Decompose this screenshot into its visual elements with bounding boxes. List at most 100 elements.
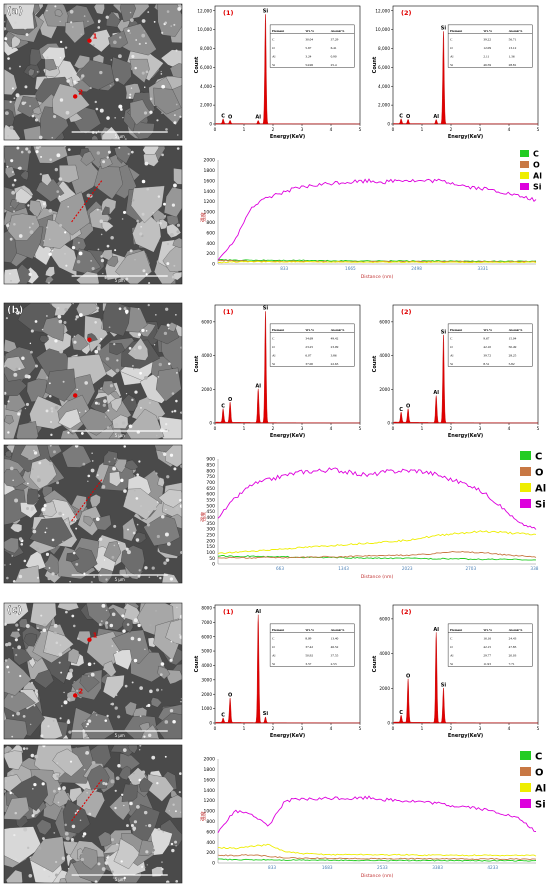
particle-fleck (13, 372, 18, 377)
eds-spectrum: 0 1000 2000 3000 4000 5000 6000 7000 8000 0 1 2 3 4 5 E… (194, 604, 362, 739)
particle-fleck (107, 150, 111, 154)
particle-fleck (165, 307, 169, 311)
particle-fleck (164, 755, 167, 758)
particle-fleck (179, 115, 182, 118)
particle-fleck (8, 67, 12, 70)
particle-fleck (123, 445, 126, 448)
particle-fleck (70, 840, 75, 844)
particle-fleck (133, 658, 138, 663)
x-tick-label: 338 (530, 566, 538, 571)
particle-fleck (66, 79, 70, 83)
legend-swatch-o (520, 161, 529, 168)
particle-fleck (16, 613, 19, 616)
particle-fleck (80, 77, 83, 80)
particle-fleck (102, 781, 106, 785)
particle-fleck (105, 609, 108, 612)
y-tick-label: 0 (387, 721, 390, 726)
y-tick-label: 100 (206, 550, 215, 556)
y-tick-label: 250 (206, 532, 215, 538)
particle-fleck (82, 835, 85, 838)
particle-fleck (169, 232, 174, 237)
particle-fleck (45, 376, 49, 379)
point-marker (73, 693, 78, 698)
particle-fleck (99, 537, 103, 541)
particle-fleck (117, 764, 121, 768)
x-axis-label: Energy(KeV) (270, 433, 305, 439)
particle-fleck (130, 150, 134, 154)
particle-fleck (131, 364, 134, 367)
x-tick-label: 3 (301, 426, 304, 431)
particle-fleck (132, 531, 136, 535)
particle-fleck (54, 167, 59, 172)
table-header-cell: Atomic% (331, 628, 346, 632)
particle-fleck (73, 340, 77, 344)
particle-fleck (118, 104, 123, 109)
particle-fleck (43, 240, 45, 242)
particle-fleck (36, 547, 40, 551)
particle (153, 87, 182, 115)
table-cell: Al (272, 653, 275, 657)
table-cell: 50.49 (509, 345, 517, 349)
table-cell: 0.90 (331, 54, 337, 58)
particle (75, 271, 100, 284)
particle-fleck (63, 321, 67, 325)
table-cell: 49.42 (331, 336, 339, 340)
y-tick-label: 1400 (204, 189, 216, 195)
particle (76, 630, 91, 646)
particle-fleck (91, 267, 95, 271)
particle-fleck (141, 19, 146, 23)
particle-fleck (135, 39, 138, 41)
y-tick-label: 6000 (201, 634, 212, 639)
particle-fleck (155, 610, 157, 612)
particle-fleck (9, 125, 14, 130)
particle-fleck (86, 193, 91, 198)
particle-fleck (123, 307, 127, 311)
y-tick-label: 6000 (201, 319, 212, 324)
particle-fleck (120, 860, 123, 863)
point-label: 1 (92, 632, 97, 640)
particle-fleck (27, 846, 30, 850)
particle-fleck (139, 686, 143, 690)
y-axis-label: Count (372, 355, 378, 372)
particle (9, 523, 23, 533)
particle-fleck (16, 146, 20, 150)
particle-fleck (168, 362, 171, 366)
particle-fleck (82, 733, 87, 737)
particle-fleck (143, 866, 146, 869)
x-tick-label: 2533 (377, 865, 388, 870)
y-tick-label: 550 (206, 497, 215, 503)
particle-fleck (137, 623, 141, 628)
particle-fleck (99, 219, 104, 224)
particle-fleck (97, 21, 101, 24)
particle-fleck (87, 719, 92, 723)
y-tick-label: 400 (206, 840, 215, 846)
particle-fleck (68, 730, 72, 734)
particle-fleck (100, 258, 105, 263)
particle-fleck (65, 521, 68, 524)
particle-fleck (178, 633, 181, 636)
table-cell: Al (450, 353, 453, 357)
x-tick-label: 0 (392, 127, 395, 132)
particle-fleck (151, 851, 154, 854)
point-marker (87, 337, 92, 342)
y-tick-label: 400 (206, 241, 215, 247)
particle-fleck (139, 232, 143, 236)
particle-fleck (117, 715, 121, 719)
particle (124, 459, 139, 470)
particle (103, 660, 117, 678)
particle-fleck (113, 342, 116, 346)
particle-fleck (156, 781, 159, 785)
particle-fleck (46, 9, 48, 12)
scale-bar-label: 5 μm (115, 433, 125, 438)
legend-label-al: Al (535, 484, 546, 495)
particle-fleck (48, 209, 53, 213)
particle (33, 669, 55, 689)
particle-fleck (118, 54, 122, 59)
particle-fleck (11, 87, 14, 90)
particle-fleck (75, 689, 79, 693)
particle-fleck (110, 138, 114, 140)
series-line-al (217, 843, 537, 857)
particle-fleck (127, 528, 129, 531)
particle-fleck (175, 880, 179, 883)
